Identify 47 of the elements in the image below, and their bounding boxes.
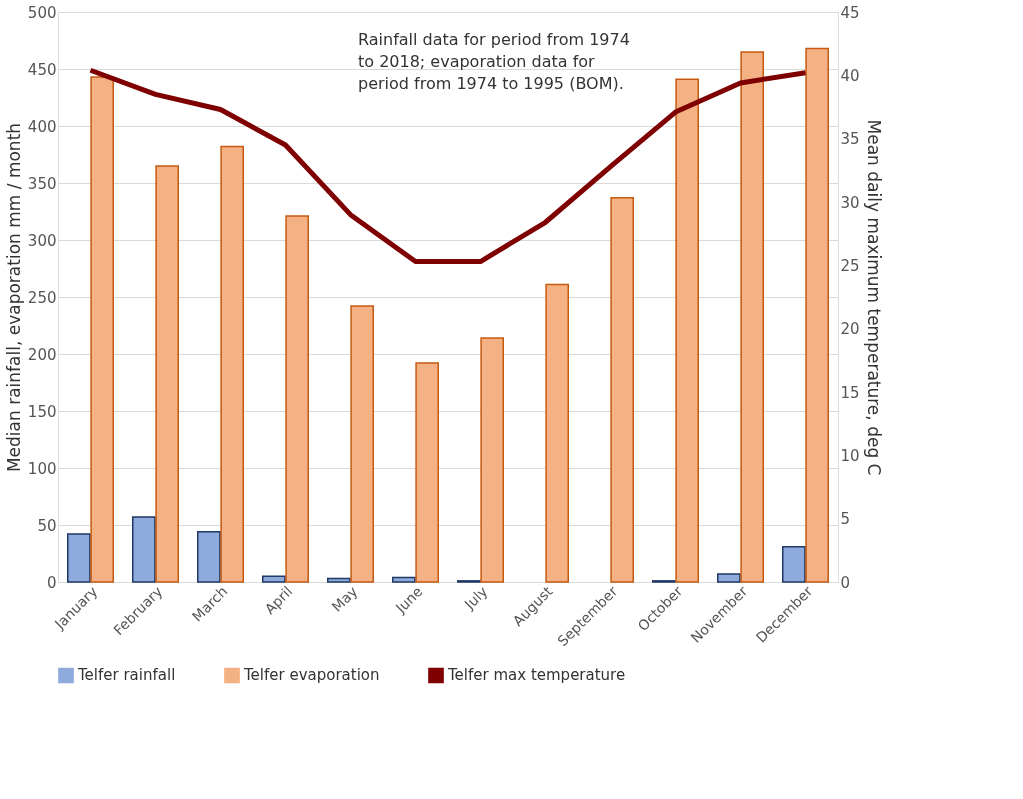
bar: [675, 78, 699, 583]
bar: [132, 516, 156, 583]
y-tick-label: 500: [27, 3, 57, 22]
y2-tick-label: 5: [840, 510, 851, 529]
y-tick-label: 450: [27, 60, 57, 79]
y-tick-label: 350: [27, 174, 57, 193]
bar: [805, 47, 829, 583]
bar: [67, 533, 91, 583]
bar: [327, 577, 351, 583]
y-tick-label: 150: [27, 402, 57, 421]
y2-tick-label: 20: [840, 320, 860, 339]
y-tick-label: 100: [27, 459, 57, 478]
bar: [392, 576, 416, 583]
y-tick-label: 0: [46, 573, 57, 592]
y-axis-title: Median rainfall, evaporation mm / month: [3, 122, 24, 473]
bar: [782, 545, 806, 583]
bar: [285, 215, 309, 583]
bar: [740, 51, 764, 583]
bar: [262, 575, 286, 583]
legend-label: Telfer max temperature: [447, 666, 626, 685]
bar: [545, 283, 569, 583]
bar: [415, 362, 439, 583]
y-tick-label: 50: [37, 516, 57, 535]
y-tick-label: 250: [27, 288, 57, 307]
legend-label: Telfer rainfall: [77, 666, 176, 685]
y2-axis-title: Mean daily maximum temperature, deg C: [863, 119, 884, 476]
y-tick-label: 200: [27, 345, 57, 364]
bar: [480, 337, 504, 583]
y2-tick-label: 35: [840, 130, 860, 149]
bar: [220, 145, 244, 583]
legend-label: Telfer evaporation: [243, 666, 380, 685]
bar: [610, 197, 634, 583]
bar: [717, 573, 741, 583]
y2-tick-label: 45: [840, 3, 860, 22]
bar: [90, 76, 114, 583]
bar: [197, 531, 221, 583]
y2-tick-label: 0: [840, 573, 851, 592]
y2-tick-label: 15: [840, 383, 860, 402]
bar: [155, 165, 179, 583]
y2-tick-label: 30: [840, 193, 860, 212]
y2-tick-label: 10: [840, 446, 860, 465]
y2-tick-label: 40: [840, 66, 860, 85]
y-tick-label: 300: [27, 231, 57, 250]
bar: [350, 305, 374, 583]
annotation: Rainfall data for period from 1974 to 2018; evaporation data for period from 1974 to 1995 (BOM).: [358, 30, 630, 93]
y2-tick-label: 25: [840, 256, 860, 275]
y-tick-label: 400: [27, 117, 57, 136]
